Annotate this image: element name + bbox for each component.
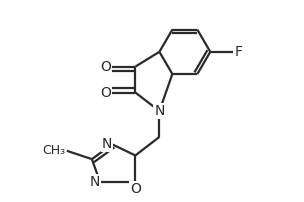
Text: O: O [100, 85, 111, 100]
Text: N: N [90, 175, 100, 189]
Text: F: F [234, 45, 242, 59]
Text: N: N [102, 137, 112, 151]
Text: CH₃: CH₃ [42, 144, 65, 157]
Text: O: O [130, 182, 141, 196]
Text: N: N [154, 104, 164, 118]
Text: O: O [100, 60, 111, 74]
